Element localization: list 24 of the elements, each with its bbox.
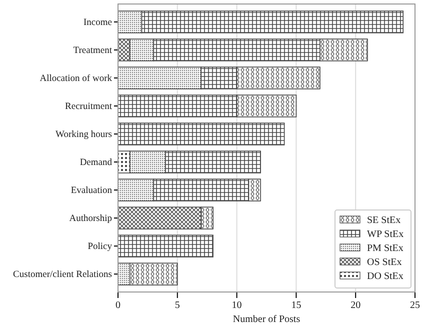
legend-label: DO StEx [367,271,404,282]
bar [118,234,214,258]
y-tick-label: Allocation of work [40,74,112,84]
y-tick-label: Customer/client Relations [13,270,112,280]
bar [118,122,285,146]
legend-label: WP StEx [367,229,404,240]
y-tick-label: Working hours [56,130,112,140]
legend-label: PM StEx [367,243,404,254]
x-tick-label: 15 [291,300,302,312]
x-tick-label: 20 [350,300,361,312]
x-tick-label: 5 [174,300,180,312]
legend-label: OS StEx [367,257,402,268]
legend-label: SE StEx [367,215,401,226]
x-tick-label: 10 [232,300,242,312]
y-tick-label: Policy [88,242,112,252]
y-tick-label: Evaluation [70,186,112,196]
y-tick-label: Recruitment [65,102,112,112]
y-tick-label: Demand [80,158,112,168]
x-tick-label: 25 [410,300,420,312]
y-tick-label: Authorship [69,214,112,224]
y-tick-label: Treatment [73,46,112,56]
x-tick-label: 0 [116,300,120,312]
y-tick-label: Income [84,18,112,28]
x-axis-title: Number of Posts [232,314,300,325]
